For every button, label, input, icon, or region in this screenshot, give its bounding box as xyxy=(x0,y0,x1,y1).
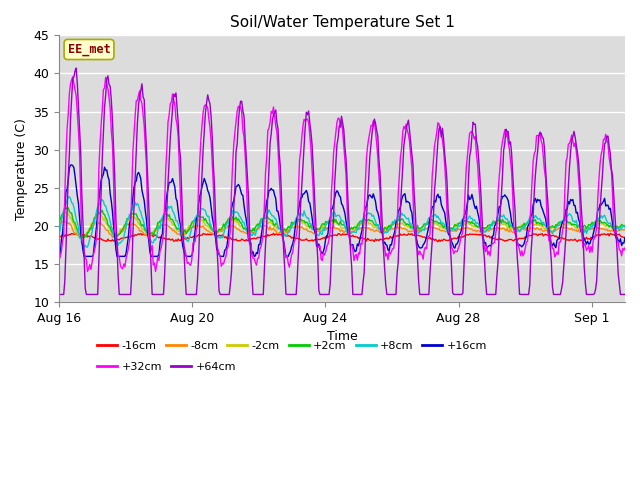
Y-axis label: Temperature (C): Temperature (C) xyxy=(15,118,28,220)
Text: EE_met: EE_met xyxy=(68,43,110,56)
Title: Soil/Water Temperature Set 1: Soil/Water Temperature Set 1 xyxy=(230,15,454,30)
X-axis label: Time: Time xyxy=(326,330,358,343)
Legend: +32cm, +64cm: +32cm, +64cm xyxy=(93,358,241,376)
